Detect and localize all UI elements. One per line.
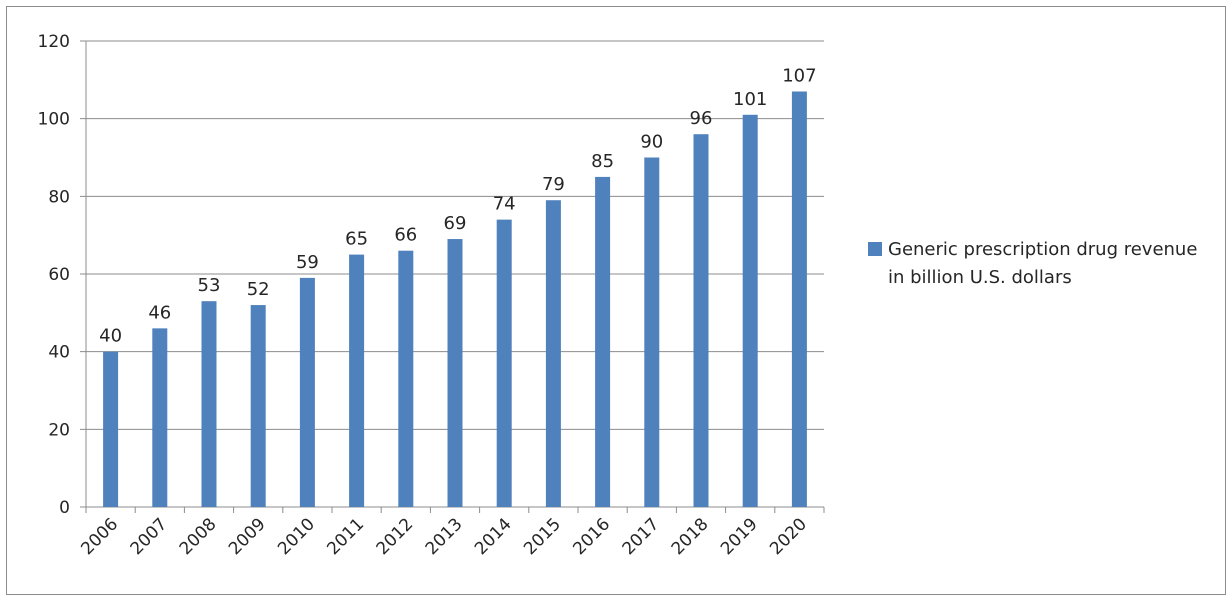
bar-2008	[201, 301, 217, 507]
y-tick-label: 120	[38, 32, 70, 52]
bars	[103, 91, 807, 508]
bar-2016	[595, 176, 611, 507]
x-tick-label: 2019	[717, 514, 762, 559]
data-labels: 40 46 53 52 59 65 66 69 74 79 85 90 96 101 107	[99, 65, 816, 346]
y-tick-label: 100	[38, 110, 70, 130]
x-tick-label: 2008	[176, 514, 221, 559]
bar-2012	[398, 250, 414, 507]
y-tick-label: 80	[48, 187, 70, 207]
legend-label: Generic prescription drug revenue in bil…	[888, 239, 1198, 288]
bar-2017	[644, 157, 660, 507]
data-label: 46	[148, 302, 171, 323]
y-tick-label: 20	[48, 420, 70, 440]
bar-2014	[496, 219, 512, 507]
x-tick-label: 2011	[323, 514, 368, 559]
x-tick-label: 2007	[127, 514, 172, 559]
data-label: 107	[782, 65, 816, 86]
legend: Generic prescription drug revenue in bil…	[868, 236, 1218, 292]
x-tick-label: 2010	[274, 514, 319, 559]
bar-2018	[693, 134, 709, 507]
x-tick-label: 2006	[77, 514, 122, 559]
x-tick-labels: 2006 2007 2008 2009 2010 2011 2012 2013 2014 2015…	[77, 514, 811, 559]
bar-2019	[742, 114, 758, 508]
data-label: 53	[198, 275, 221, 296]
bar-2010	[299, 277, 315, 507]
x-tick-label: 2016	[569, 514, 614, 559]
legend-swatch	[868, 242, 882, 256]
data-label: 65	[345, 229, 368, 250]
data-label: 96	[690, 108, 713, 129]
data-label: 74	[493, 194, 516, 215]
bar-2007	[152, 328, 168, 507]
data-label: 52	[247, 279, 270, 300]
bar-2011	[349, 254, 365, 507]
x-tick-label: 2015	[520, 514, 565, 559]
x-tick-label: 2017	[619, 514, 664, 559]
y-tick-labels: 0 20 40 60 80 100 120	[38, 32, 70, 518]
x-tick-label: 2013	[422, 514, 467, 559]
data-label: 90	[640, 132, 663, 153]
data-label: 85	[591, 151, 614, 172]
bar-2006	[103, 351, 119, 507]
x-tick-label: 2020	[766, 514, 811, 559]
bar-2015	[545, 200, 561, 507]
y-tick-label: 40	[48, 343, 70, 363]
data-label: 66	[394, 225, 417, 246]
x-tick-label: 2012	[373, 514, 418, 559]
y-tick-label: 0	[59, 498, 70, 518]
data-label: 59	[296, 252, 319, 273]
data-label: 69	[444, 213, 467, 234]
x-tick-label: 2009	[225, 514, 270, 559]
data-label: 79	[542, 174, 565, 195]
data-label: 40	[99, 326, 122, 347]
x-tick-label: 2014	[471, 514, 516, 559]
bar-2009	[250, 305, 266, 507]
bar-2020	[791, 91, 807, 507]
x-tick-label: 2018	[668, 514, 713, 559]
y-tick-label: 60	[48, 265, 70, 285]
data-label: 101	[733, 89, 767, 110]
bar-2013	[447, 239, 463, 508]
